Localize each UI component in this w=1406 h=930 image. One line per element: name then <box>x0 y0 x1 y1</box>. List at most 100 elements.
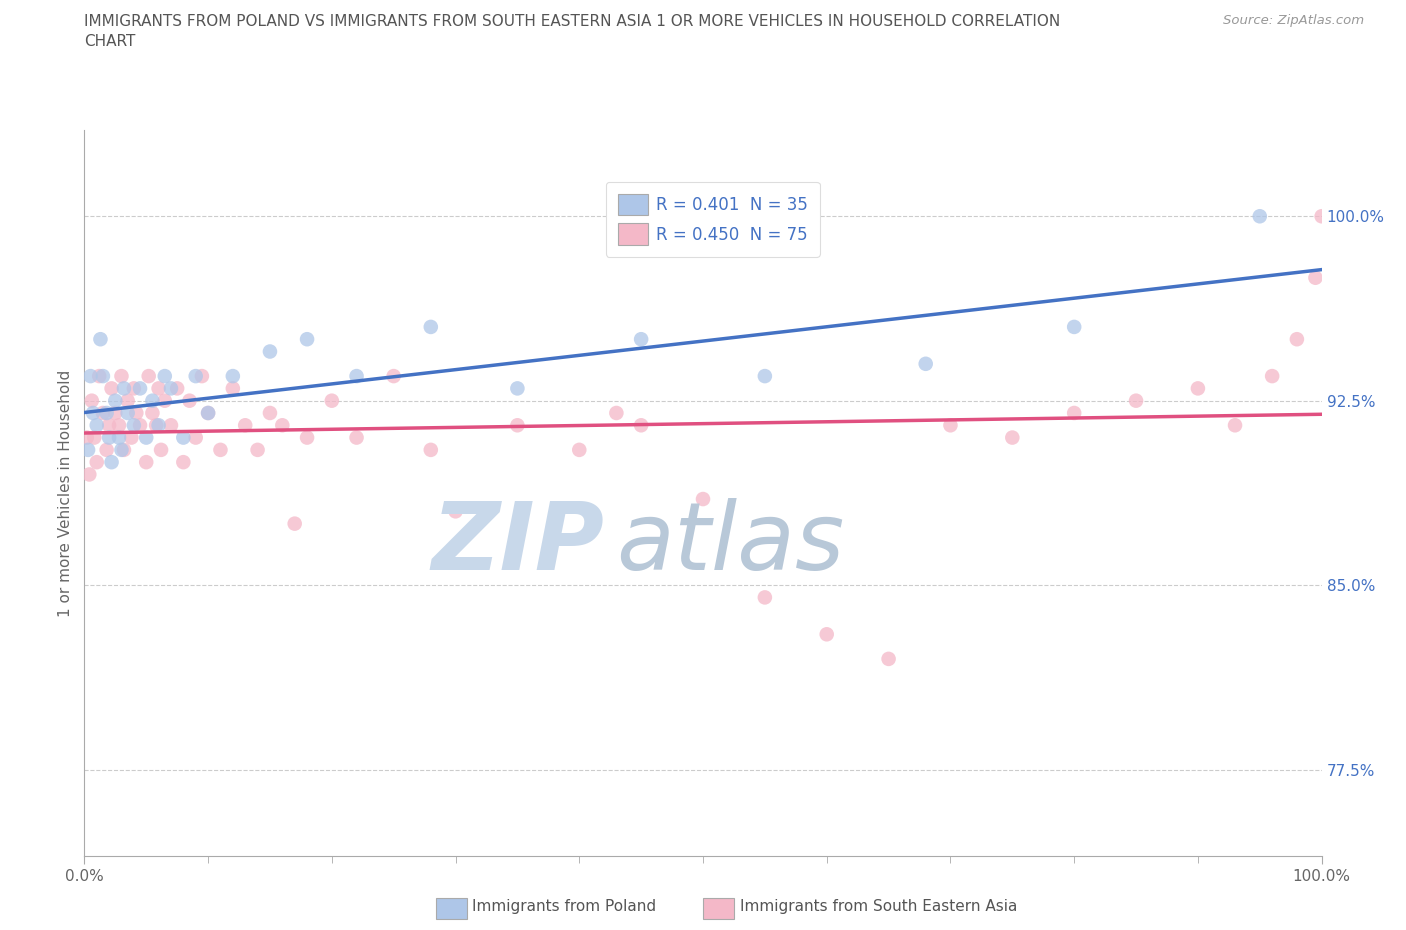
Point <box>104 393 127 408</box>
Point <box>141 393 163 408</box>
Point <box>346 368 368 383</box>
Point <box>160 418 183 432</box>
Point <box>153 393 176 408</box>
Text: Immigrants from Poland: Immigrants from Poland <box>472 899 657 914</box>
Point <box>1063 320 1085 335</box>
Point <box>191 368 214 383</box>
Text: Immigrants from South Eastern Asia: Immigrants from South Eastern Asia <box>740 899 1017 914</box>
Text: CHART: CHART <box>84 34 136 49</box>
Point <box>166 381 188 396</box>
Point <box>630 418 652 432</box>
Point <box>284 516 307 531</box>
Point <box>1001 431 1024 445</box>
Point <box>83 431 105 445</box>
Point <box>321 393 343 408</box>
Point <box>148 418 170 432</box>
Point <box>444 504 467 519</box>
Point <box>100 381 122 396</box>
Point <box>141 405 163 420</box>
Point <box>76 431 98 445</box>
Point <box>112 381 135 396</box>
Point <box>79 368 101 383</box>
Point <box>382 368 405 383</box>
Point <box>222 368 245 383</box>
Point <box>1063 405 1085 420</box>
Point <box>259 344 281 359</box>
Point <box>543 516 565 531</box>
Point <box>110 443 132 458</box>
Point <box>104 405 127 420</box>
Point <box>914 356 936 371</box>
Point <box>129 381 152 396</box>
Point <box>86 418 108 432</box>
Point <box>89 368 111 383</box>
Point <box>197 405 219 420</box>
Point <box>605 405 627 420</box>
Point <box>98 431 121 445</box>
Point <box>110 368 132 383</box>
Point <box>1305 271 1327 286</box>
Point <box>630 332 652 347</box>
Point <box>89 332 111 347</box>
Point <box>79 467 101 482</box>
Point <box>1261 368 1284 383</box>
Text: ZIP: ZIP <box>432 498 605 590</box>
Point <box>754 368 776 383</box>
Point <box>80 393 103 408</box>
Text: atlas: atlas <box>616 498 845 590</box>
Point <box>815 627 838 642</box>
Point <box>86 455 108 470</box>
Point <box>754 590 776 604</box>
Point <box>184 431 207 445</box>
Point <box>877 651 900 666</box>
Point <box>346 431 368 445</box>
Point <box>172 455 194 470</box>
Legend: R = 0.401  N = 35, R = 0.450  N = 75: R = 0.401 N = 35, R = 0.450 N = 75 <box>606 182 820 257</box>
Text: IMMIGRANTS FROM POLAND VS IMMIGRANTS FROM SOUTH EASTERN ASIA 1 OR MORE VEHICLES : IMMIGRANTS FROM POLAND VS IMMIGRANTS FRO… <box>84 14 1060 29</box>
Point <box>179 393 201 408</box>
Point <box>96 443 118 458</box>
Point <box>271 418 294 432</box>
Point <box>506 418 529 432</box>
Point <box>117 393 139 408</box>
Point <box>419 443 441 458</box>
Point <box>295 431 318 445</box>
Point <box>1187 381 1209 396</box>
Point <box>419 320 441 335</box>
Point <box>112 443 135 458</box>
Point <box>209 443 232 458</box>
Point <box>77 443 100 458</box>
Point <box>172 431 194 445</box>
Point <box>96 405 118 420</box>
Point <box>120 431 142 445</box>
Point <box>117 405 139 420</box>
Point <box>1285 332 1308 347</box>
Point <box>150 443 173 458</box>
Point <box>129 418 152 432</box>
Point <box>246 443 269 458</box>
Point <box>98 418 121 432</box>
Point <box>100 455 122 470</box>
Point <box>184 368 207 383</box>
Point <box>1310 209 1333 224</box>
Point <box>568 443 591 458</box>
Point <box>135 431 157 445</box>
Point <box>108 431 131 445</box>
Point <box>125 405 148 420</box>
Point <box>82 405 104 420</box>
Point <box>197 405 219 420</box>
Point <box>91 405 114 420</box>
Text: Source: ZipAtlas.com: Source: ZipAtlas.com <box>1223 14 1364 27</box>
Point <box>135 455 157 470</box>
Point <box>506 381 529 396</box>
Point <box>1249 209 1271 224</box>
Point <box>122 418 145 432</box>
Point <box>259 405 281 420</box>
Point <box>1125 393 1147 408</box>
Point <box>160 381 183 396</box>
Point <box>91 368 114 383</box>
Point <box>233 418 256 432</box>
Point <box>692 492 714 507</box>
Point <box>939 418 962 432</box>
Point <box>145 418 167 432</box>
